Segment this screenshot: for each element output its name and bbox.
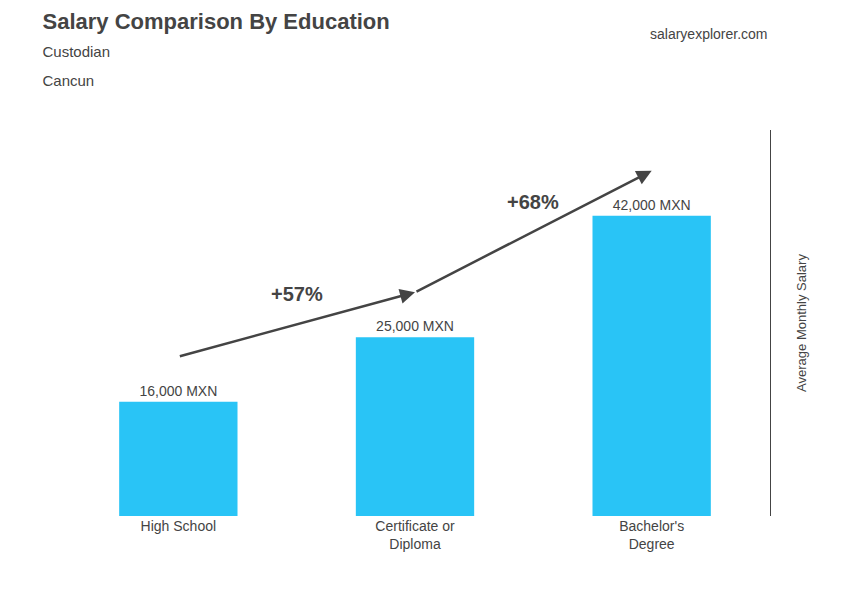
svg-text:16,000 MXN: 16,000 MXN — [139, 383, 217, 399]
svg-text:+57%: +57% — [271, 283, 323, 305]
svg-text:Salary Comparison By Education: Salary Comparison By EducationCustodianC… — [43, 9, 390, 89]
svg-text:+68%: +68% — [507, 191, 559, 213]
svg-text:Certificate orDiploma: Certificate orDiploma — [375, 518, 455, 552]
svg-text:High School: High School — [141, 518, 217, 534]
svg-text:salaryexplorer.com: salaryexplorer.com — [650, 26, 768, 42]
svg-text:42,000 MXN: 42,000 MXN — [613, 197, 691, 213]
svg-text:Bachelor'sDegree: Bachelor'sDegree — [619, 518, 684, 552]
svg-text:Average Monthly Salary: Average Monthly Salary — [794, 254, 809, 392]
svg-text:25,000 MXN: 25,000 MXN — [376, 318, 454, 334]
